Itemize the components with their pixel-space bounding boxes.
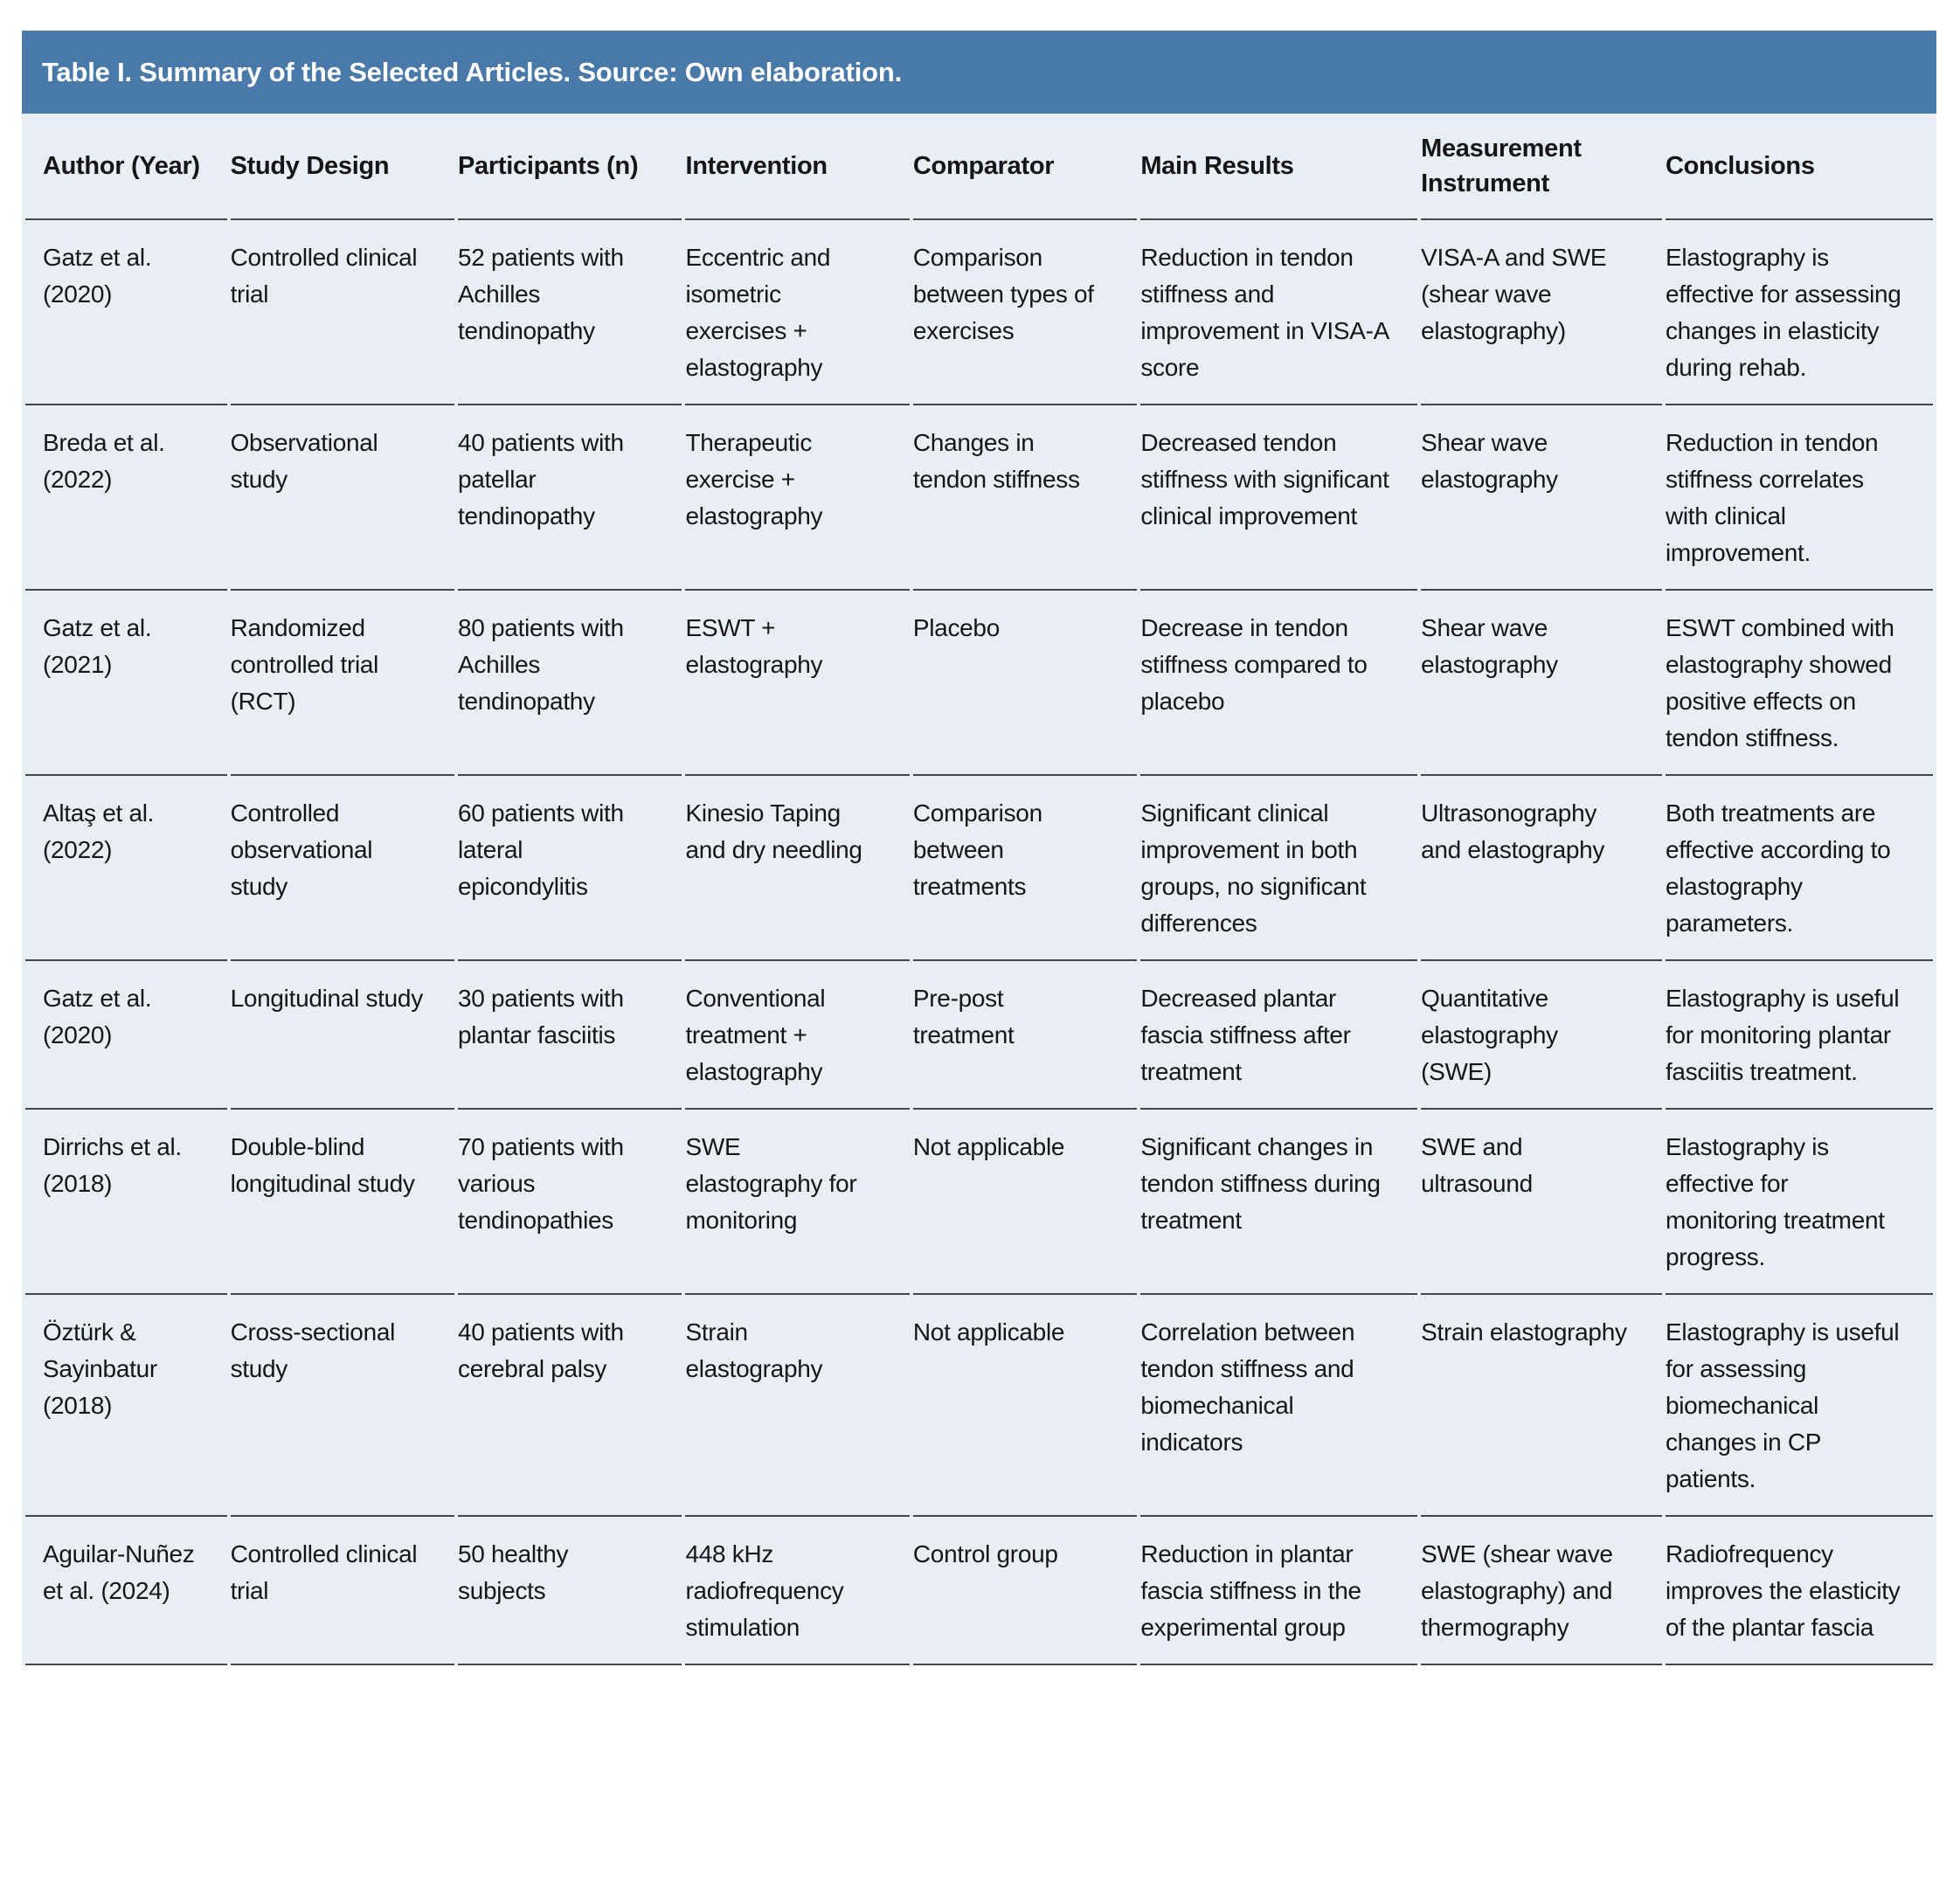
cell-results: Decreased plantar fascia stiffness after… [1140, 961, 1418, 1110]
cell-author: Altaş et al. (2022) [25, 776, 227, 961]
cell-participants: 52 patients with Achilles tendinopathy [458, 220, 682, 405]
cell-results: Correlation between tendon stiffness and… [1140, 1295, 1418, 1517]
cell-participants: 40 patients with patellar tendinopathy [458, 405, 682, 591]
cell-results: Reduction in plantar fascia stiffness in… [1140, 1517, 1418, 1665]
cell-instrument: Strain elastography [1421, 1295, 1662, 1517]
cell-intervention: Therapeutic exercise + elastography [685, 405, 910, 591]
column-header-comparator: Comparator [912, 114, 1138, 220]
cell-intervention: ESWT + elastography [685, 591, 910, 776]
column-header-conclusions: Conclusions [1665, 114, 1933, 220]
cell-comparator: Control group [912, 1517, 1138, 1665]
cell-participants: 50 healthy subjects [458, 1517, 682, 1665]
table-title-bar: Table I. Summary of the Selected Article… [22, 31, 1936, 114]
cell-instrument: VISA-A and SWE (shear wave elastography) [1421, 220, 1662, 405]
cell-author: Dirrichs et al. (2018) [25, 1110, 227, 1295]
cell-intervention: Kinesio Taping and dry needling [685, 776, 910, 961]
cell-author: Gatz et al. (2020) [25, 220, 227, 405]
cell-results: Reduction in tendon stiffness and improv… [1140, 220, 1418, 405]
cell-comparator: Comparison between types of exercises [912, 220, 1138, 405]
cell-instrument: Shear wave elastography [1421, 591, 1662, 776]
column-header-measurement-instrument: Measurement Instrument [1421, 114, 1662, 220]
column-header-study-design: Study Design [230, 114, 455, 220]
cell-participants: 40 patients with cerebral palsy [458, 1295, 682, 1517]
cell-instrument: SWE (shear wave elastography) and thermo… [1421, 1517, 1662, 1665]
cell-participants: 60 patients with lateral epicondylitis [458, 776, 682, 961]
cell-conclusions: Reduction in tendon stiffness correlates… [1665, 405, 1933, 591]
cell-author: Breda et al. (2022) [25, 405, 227, 591]
table-row: Dirrichs et al. (2018) Double-blind longi… [25, 1110, 1933, 1295]
table-header: Author (Year) Study Design Participants … [25, 114, 1933, 220]
table-row: Öztürk & Sayinbatur (2018) Cross-sectiona… [25, 1295, 1933, 1517]
cell-conclusions: Both treatments are effective according … [1665, 776, 1933, 961]
cell-results: Decreased tendon stiffness with signific… [1140, 405, 1418, 591]
cell-design: Observational study [230, 405, 455, 591]
cell-design: Controlled clinical trial [230, 220, 455, 405]
cell-intervention: Strain elastography [685, 1295, 910, 1517]
table-row: Aguilar-Nuñez et al. (2024) Controlled cl… [25, 1517, 1933, 1665]
cell-comparator: Changes in tendon stiffness [912, 405, 1138, 591]
cell-instrument: Ultrasonography and elastography [1421, 776, 1662, 961]
column-header-intervention: Intervention [685, 114, 910, 220]
cell-conclusions: ESWT combined with elastography showed p… [1665, 591, 1933, 776]
cell-design: Controlled observational study [230, 776, 455, 961]
cell-results: Significant changes in tendon stiffness … [1140, 1110, 1418, 1295]
cell-participants: 30 patients with plantar fasciitis [458, 961, 682, 1110]
cell-conclusions: Elastography is useful for monitoring pl… [1665, 961, 1933, 1110]
cell-author: Gatz et al. (2021) [25, 591, 227, 776]
cell-results: Significant clinical improvement in both… [1140, 776, 1418, 961]
cell-design: Cross-sectional study [230, 1295, 455, 1517]
table-row: Gatz et al. (2020) Longitudinal study 30 p… [25, 961, 1933, 1110]
table-row: Gatz et al. (2021) Randomized controlled … [25, 591, 1933, 776]
cell-instrument: Shear wave elastography [1421, 405, 1662, 591]
cell-instrument: Quantitative elastography (SWE) [1421, 961, 1662, 1110]
cell-author: Aguilar-Nuñez et al. (2024) [25, 1517, 227, 1665]
table-row: Altaş et al. (2022) Controlled observatio… [25, 776, 1933, 961]
table-row: Gatz et al. (2020) Controlled clinical tr… [25, 220, 1933, 405]
cell-intervention: Conventional treatment + elastography [685, 961, 910, 1110]
column-header-participants: Participants (n) [458, 114, 682, 220]
cell-design: Controlled clinical trial [230, 1517, 455, 1665]
cell-conclusions: Elastography is effective for assessing … [1665, 220, 1933, 405]
cell-results: Decrease in tendon stiffness compared to… [1140, 591, 1418, 776]
column-header-main-results: Main Results [1140, 114, 1418, 220]
cell-design: Longitudinal study [230, 961, 455, 1110]
table-title: Table I. Summary of the Selected Article… [42, 56, 903, 87]
cell-participants: 70 patients with various tendinopathies [458, 1110, 682, 1295]
header-row: Author (Year) Study Design Participants … [25, 114, 1933, 220]
cell-author: Öztürk & Sayinbatur (2018) [25, 1295, 227, 1517]
cell-design: Randomized controlled trial (RCT) [230, 591, 455, 776]
cell-comparator: Pre-post treatment [912, 961, 1138, 1110]
summary-table: Author (Year) Study Design Participants … [22, 114, 1936, 1665]
cell-intervention: Eccentric and isometric exercises + elas… [685, 220, 910, 405]
cell-comparator: Comparison between treatments [912, 776, 1138, 961]
cell-design: Double-blind longitudinal study [230, 1110, 455, 1295]
table-body: Gatz et al. (2020) Controlled clinical tr… [25, 220, 1933, 1665]
cell-comparator: Placebo [912, 591, 1138, 776]
cell-comparator: Not applicable [912, 1295, 1138, 1517]
cell-participants: 80 patients with Achilles tendinopathy [458, 591, 682, 776]
summary-table-container: Table I. Summary of the Selected Article… [22, 31, 1936, 1665]
column-header-author: Author (Year) [25, 114, 227, 220]
table-row: Breda et al. (2022) Observational study 40… [25, 405, 1933, 591]
cell-intervention: SWE elastography for monitoring [685, 1110, 910, 1295]
cell-instrument: SWE and ultrasound [1421, 1110, 1662, 1295]
cell-intervention: 448 kHz radiofrequency stimulation [685, 1517, 910, 1665]
cell-author: Gatz et al. (2020) [25, 961, 227, 1110]
cell-conclusions: Radiofrequency improves the elasticity o… [1665, 1517, 1933, 1665]
cell-comparator: Not applicable [912, 1110, 1138, 1295]
cell-conclusions: Elastography is useful for assessing bio… [1665, 1295, 1933, 1517]
cell-conclusions: Elastography is effective for monitoring… [1665, 1110, 1933, 1295]
